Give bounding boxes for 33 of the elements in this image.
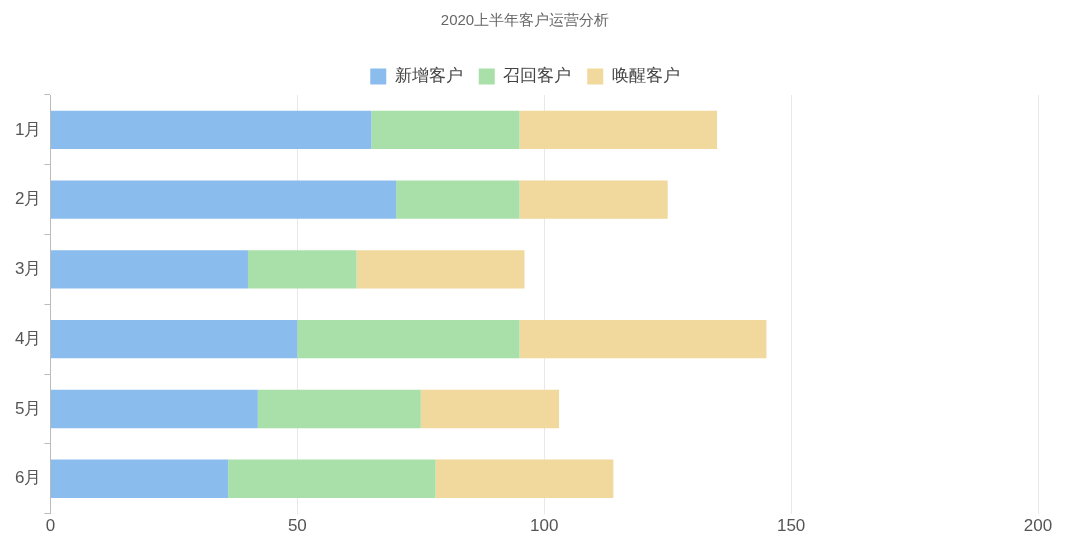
y-tick-label: 6月	[14, 468, 42, 488]
bar	[435, 459, 614, 498]
bar	[50, 389, 258, 429]
bar	[50, 459, 229, 498]
y-tick-label: 3月	[14, 259, 42, 279]
legend-label: 唤醒客户	[611, 66, 680, 86]
bar	[297, 320, 520, 359]
x-tick-label: 150	[776, 516, 806, 536]
y-tick-label: 5月	[14, 398, 42, 418]
x-tick-label: 50	[287, 516, 307, 536]
y-tick-label: 2月	[14, 189, 42, 209]
bar	[50, 110, 372, 150]
legend-label: 新增客户	[394, 66, 463, 86]
bar	[519, 180, 668, 219]
bar	[396, 180, 520, 219]
legend-label: 召回客户	[503, 66, 572, 86]
bar	[50, 250, 248, 289]
bar	[228, 459, 436, 498]
bar	[247, 250, 357, 289]
bar	[50, 320, 298, 359]
x-tick-label: 200	[1023, 516, 1053, 536]
x-tick-label: 100	[530, 516, 559, 536]
y-tick-label: 1月	[14, 119, 42, 139]
x-tick-label: 0	[45, 516, 56, 536]
bar	[519, 320, 767, 359]
bar	[519, 110, 718, 150]
chart-title: 2020上半年客户运营分析	[440, 11, 610, 29]
bar	[371, 110, 520, 150]
bar	[356, 250, 525, 289]
bar	[50, 180, 397, 219]
y-tick-label: 4月	[14, 328, 42, 348]
bar	[420, 389, 560, 429]
bar	[257, 389, 421, 429]
